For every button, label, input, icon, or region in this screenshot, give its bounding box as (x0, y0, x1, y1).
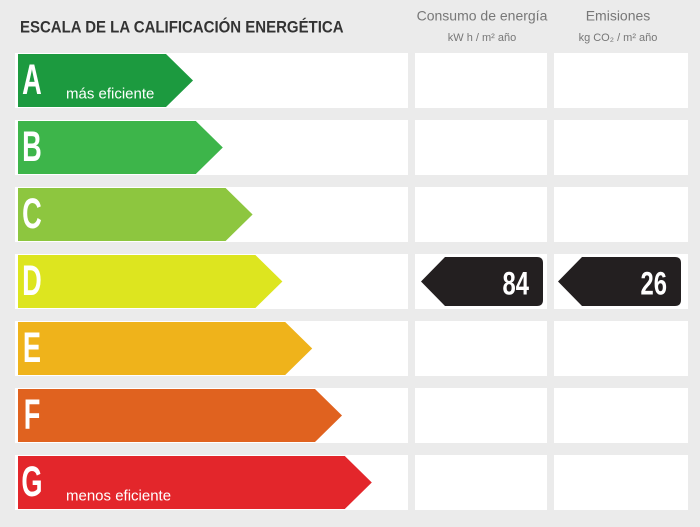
indicator-value: 84 (503, 265, 530, 301)
rating-letter: G (21, 458, 42, 506)
rating-arrow (18, 456, 372, 509)
value-cell (415, 455, 547, 510)
value-cell (554, 53, 688, 108)
rating-arrow (18, 54, 193, 107)
value-cell (554, 187, 688, 242)
rating-note: menos eficiente (66, 487, 171, 504)
value-cell (554, 120, 688, 175)
column-unit: kW h / m² año (448, 32, 516, 44)
rating-letter: A (22, 56, 42, 104)
rating-letter: F (24, 391, 41, 439)
indicator (421, 257, 543, 306)
rating-letter: B (22, 123, 42, 171)
indicator (558, 257, 681, 306)
value-cell (415, 120, 547, 175)
indicator-value: 26 (641, 265, 667, 301)
rating-arrow (18, 389, 342, 442)
value-cell (554, 388, 688, 443)
value-cell (415, 388, 547, 443)
column-title: Emisiones (586, 8, 651, 24)
rating-letter: D (22, 257, 42, 305)
value-cell (415, 53, 547, 108)
rating-arrow (18, 322, 313, 375)
rating-letter: C (22, 190, 42, 238)
column-unit: kg CO₂ / m² año (579, 32, 658, 44)
rating-arrow (18, 255, 283, 308)
rating-arrow (18, 121, 223, 174)
value-cell (554, 321, 688, 376)
rating-arrow (18, 188, 253, 241)
value-cell (415, 321, 547, 376)
title: ESCALA DE LA CALIFICACIÓN ENERGÉTICA (20, 17, 344, 37)
value-cell (554, 455, 688, 510)
rating-note: más eficiente (66, 85, 154, 102)
value-cell (415, 187, 547, 242)
column-title: Consumo de energía (417, 8, 548, 24)
rating-letter: E (23, 324, 41, 372)
